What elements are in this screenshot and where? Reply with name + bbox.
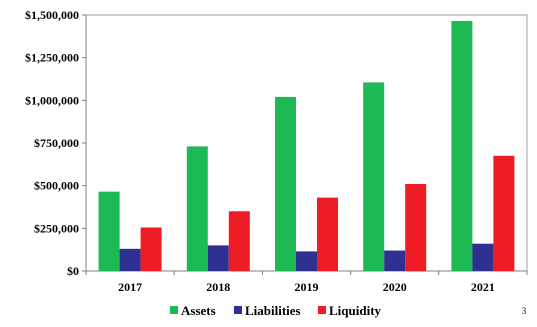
y-tick-label: $0 [67,264,79,278]
x-tick-label: 2020 [383,280,407,294]
bar-liquidity-2021 [493,155,515,271]
bar-assets-2020 [363,82,385,271]
x-tick-label: 2021 [471,280,495,294]
bar-liabilities-2020 [384,250,406,271]
bar-assets-2017 [98,191,120,271]
y-axis: $0 $250,000 $500,000 $750,000 $1,000,000 $1,2… [25,8,87,278]
x-tick-label: 2017 [118,280,142,294]
bar-liabilities-2018 [207,245,229,271]
legend-swatch-liabilities [234,306,242,314]
bar-assets-2018 [186,146,208,271]
x-tick-label: 2018 [206,280,230,294]
legend-swatch-assets [170,306,178,314]
bar-liquidity-2017 [140,227,162,271]
bar-liabilities-2019 [296,251,317,271]
legend-label-liabilities: Liabilities [245,303,301,318]
bars [98,20,515,272]
page-number: 3 [522,306,527,316]
bar-liabilities-2017 [119,248,141,271]
x-tick-label: 2019 [295,280,319,294]
bar-assets-2019 [275,96,296,271]
legend-label-liquidity: Liquidity [329,303,382,318]
y-tick-label: $1,500,000 [25,8,79,22]
bar-liabilities-2021 [472,243,494,271]
y-tick-label: $1,000,000 [25,93,79,107]
bar-assets-2021 [451,20,473,272]
bar-liquidity-2020 [405,183,427,271]
legend: Assets Liabilities Liquidity [170,303,382,318]
bar-liquidity-2019 [317,197,338,271]
y-tick-label: $500,000 [34,179,79,193]
legend-label-assets: Assets [181,303,216,318]
y-tick-label: $750,000 [34,136,79,150]
y-tick-label: $250,000 [34,221,79,235]
legend-swatch-liquidity [318,306,326,314]
y-tick-label: $1,250,000 [25,51,79,65]
bar-liquidity-2018 [228,211,250,271]
x-axis: 2017 2018 2019 2020 2021 [85,270,528,294]
